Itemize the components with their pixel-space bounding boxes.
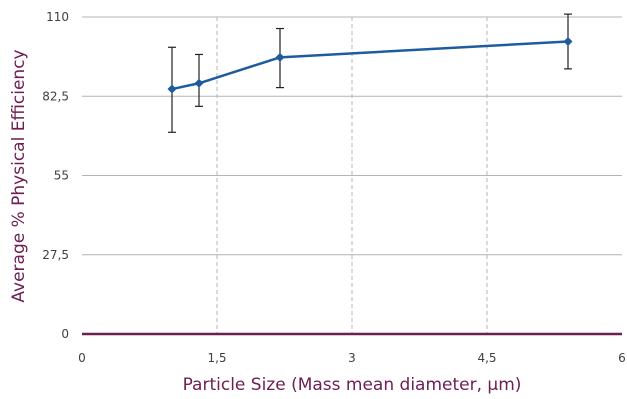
y-tick-label: 82,5 <box>42 89 69 103</box>
y-tick-label: 110 <box>46 10 69 24</box>
data-point-marker <box>563 36 573 46</box>
y-tick-label: 27,5 <box>42 248 69 262</box>
data-point-marker <box>194 78 204 88</box>
series-line <box>171 40 569 91</box>
data-point-marker <box>167 84 177 94</box>
grid <box>82 16 622 334</box>
tick-labels: 0 27,5 55 82,5 110 0 1,5 3 4,5 6 <box>42 10 626 365</box>
y-tick-label: 55 <box>54 169 69 183</box>
x-tick-label: 0 <box>78 351 86 365</box>
series-plot <box>167 13 573 133</box>
x-tick-label: 3 <box>348 351 356 365</box>
x-tick-label: 6 <box>618 351 626 365</box>
x-axis-title: Particle Size (Mass mean diameter, µm) <box>183 375 522 395</box>
y-tick-label: 0 <box>61 327 69 341</box>
x-tick-label: 1,5 <box>207 351 226 365</box>
x-tick-label: 4,5 <box>477 351 496 365</box>
data-point-marker <box>275 52 285 62</box>
y-axis-title: Average % Physical Efficiency <box>9 49 29 302</box>
